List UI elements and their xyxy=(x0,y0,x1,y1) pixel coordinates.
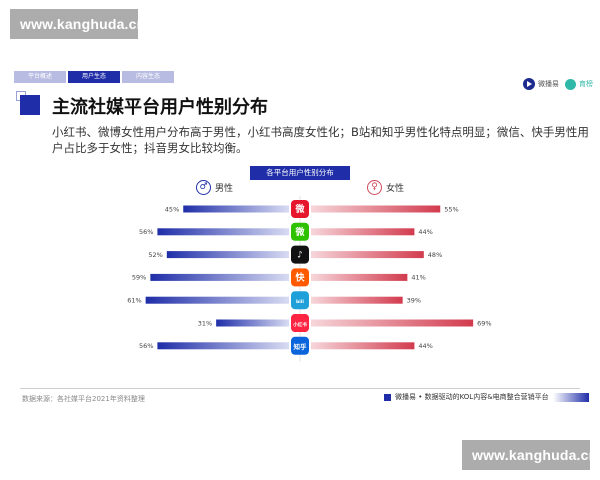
yubang-logo-icon xyxy=(565,78,576,90)
value-label-female-0: 55% xyxy=(444,205,458,213)
bar-female-1 xyxy=(311,228,415,236)
svg-text:微: 微 xyxy=(294,226,305,238)
female-symbol-icon: ♀ xyxy=(367,180,382,195)
weiboyi-logo-icon xyxy=(523,78,535,90)
bar-female-3 xyxy=(311,273,408,281)
footer-text: 微播易 • 数据驱动的KOL内容&电商整合营销平台 xyxy=(395,393,549,401)
tab-user-ecosystem[interactable]: 用户生态 xyxy=(68,71,120,83)
value-label-female-3: 41% xyxy=(411,274,425,282)
bar-male-6 xyxy=(157,342,289,350)
value-label-male-6: 56% xyxy=(139,342,153,350)
legend-male: ♂ 男性 xyxy=(196,180,233,195)
bar-female-0 xyxy=(311,205,441,213)
svg-text:快: 快 xyxy=(295,271,305,283)
watermark-top: www.kanghuda.cn xyxy=(10,9,145,39)
svg-text:微: 微 xyxy=(294,203,305,215)
kuaishou-icon: 快快手 xyxy=(291,268,309,287)
value-label-female-6: 44% xyxy=(418,342,432,350)
value-label-male-2: 52% xyxy=(148,251,162,259)
footer-tagline: 微播易 • 数据驱动的KOL内容&电商整合营销平台 xyxy=(384,392,589,402)
page-subtitle: 小红书、微博女性用户分布高于男性，小红书高度女性化；B站和知乎男性化特点明显；微… xyxy=(52,125,589,155)
svg-text:知乎: 知乎 xyxy=(294,342,308,351)
bar-male-4 xyxy=(145,296,289,304)
title-accent-square xyxy=(20,95,40,115)
value-label-female-5: 69% xyxy=(477,319,491,327)
footer-square xyxy=(384,393,391,401)
svg-text:小红书: 小红书 xyxy=(293,321,307,328)
male-symbol-icon: ♂ xyxy=(196,180,211,195)
bar-male-3 xyxy=(150,273,289,281)
value-label-male-5: 31% xyxy=(198,319,212,327)
brand-name-b: 育榜 xyxy=(579,80,593,88)
zhihu-icon: 知乎知乎 xyxy=(291,336,309,355)
bar-female-4 xyxy=(311,296,403,304)
chart-title: 各平台用户性别分布 xyxy=(250,166,350,180)
bar-female-2 xyxy=(311,251,424,259)
bar-male-0 xyxy=(183,205,289,213)
footer-divider xyxy=(20,388,580,389)
footer-gradient xyxy=(552,392,589,402)
legend-male-label: 男性 xyxy=(215,184,234,194)
bilibili-icon: biliB站 xyxy=(291,291,309,310)
value-label-female-4: 39% xyxy=(407,297,421,305)
weibo-icon: 微微博 xyxy=(291,200,309,218)
douyin-icon: ♪抖音 xyxy=(291,245,309,264)
value-label-male-3: 59% xyxy=(132,274,146,282)
watermark-bottom: www.kanghuda.cn xyxy=(462,440,597,470)
bar-male-1 xyxy=(157,228,289,236)
brand-name-a: 微播易 xyxy=(538,80,559,88)
tab-content-ecosystem[interactable]: 内容生态 xyxy=(122,71,174,83)
value-label-male-0: 45% xyxy=(165,205,179,213)
wechat-icon: 微微信 xyxy=(291,222,309,241)
value-label-male-1: 56% xyxy=(139,228,153,236)
bar-male-2 xyxy=(166,251,289,259)
value-label-male-4: 61% xyxy=(127,297,141,305)
value-label-female-2: 48% xyxy=(428,251,442,259)
section-tabs: 平台概述 用户生态 内容生态 xyxy=(14,71,174,83)
bar-female-6 xyxy=(311,342,415,350)
xiaohongshu-icon: 小红书小红书 xyxy=(291,314,309,332)
bar-female-5 xyxy=(311,319,474,327)
tab-platform-overview[interactable]: 平台概述 xyxy=(14,71,66,83)
data-source: 数据来源：各社媒平台2021年资料整理 xyxy=(22,395,145,403)
page-title: 主流社媒平台用户性别分布 xyxy=(52,97,268,118)
brand-logos: 微播易 育榜 xyxy=(523,78,593,90)
svg-text:bili: bili xyxy=(296,299,304,305)
svg-text:♪: ♪ xyxy=(297,251,303,261)
legend-female-label: 女性 xyxy=(386,184,405,194)
legend-female: ♀ 女性 xyxy=(367,180,404,195)
bar-male-5 xyxy=(216,319,289,327)
value-label-female-1: 44% xyxy=(418,228,432,236)
